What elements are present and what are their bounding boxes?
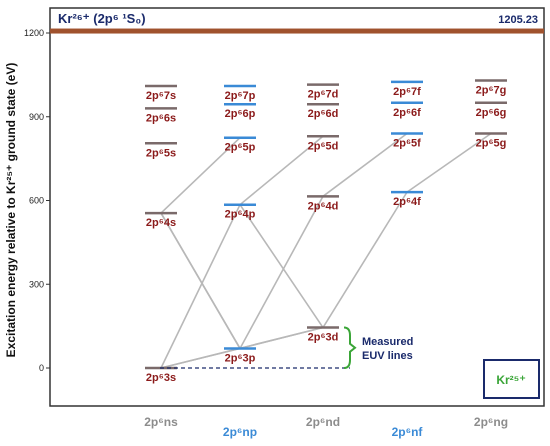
y-axis-ticks: 0 300 600 900 1200 [24,28,50,373]
measured-label-line1: Measured [362,336,413,348]
level-label-5g: 2p⁶5g [476,138,507,150]
level-label-7g: 2p⁶7g [476,84,507,96]
y-tick-label: 1200 [24,28,44,38]
level-label-5s: 2p⁶5s [146,147,176,159]
level-label-5f: 2p⁶5f [393,138,421,150]
column-label-4: 2p⁶ng [474,415,508,429]
measured-label-line2: EUV lines [362,350,413,362]
column-label-1: 2p⁶np [223,425,257,439]
column-label-0: 2p⁶ns [144,415,178,429]
transition-line [239,326,324,350]
level-label-6g: 2p⁶6g [476,107,507,119]
level-label-6d: 2p⁶6d [308,108,339,120]
level-label-7s: 2p⁶7s [146,90,176,102]
ion-box-label: Kr²⁵⁺ [496,373,525,387]
level-label-6p: 2p⁶6p [225,108,256,120]
level-label-7d: 2p⁶7d [308,89,339,101]
y-tick-label: 0 [39,363,44,373]
transition-line [406,132,492,193]
transition-line [322,191,408,328]
ionization-label: Kr²⁶⁺ (2p⁶ ¹S₀) [58,11,146,26]
level-label-5p: 2p⁶5p [225,142,256,154]
levels-layer: 2p⁶3s 2p⁶4s 2p⁶5s 2p⁶6s 2p⁶7s 2p⁶3p 2p⁶4p 2p⁶5p… [145,79,507,384]
y-tick-label: 300 [29,279,44,289]
column-label-2: 2p⁶nd [306,415,340,429]
ionization-band [50,28,544,34]
transition-line [239,204,324,328]
transition-line [160,204,241,369]
y-tick-label: 600 [29,196,44,206]
y-tick-label: 900 [29,112,44,122]
level-label-4d: 2p⁶4d [308,200,339,212]
level-label-5d: 2p⁶5d [308,140,339,152]
measured-bracket [343,326,357,369]
level-label-3p: 2p⁶3p [225,352,256,364]
column-labels: 2p⁶ns 2p⁶np 2p⁶nd 2p⁶nf 2p⁶ng [144,415,508,439]
column-label-3: 2p⁶nf [392,425,424,439]
ionization-value: 1205.23 [498,14,538,26]
transition-line [160,212,241,349]
y-axis-label: Excitation energy relative to Kr²⁵⁺ grou… [4,63,18,358]
plot-frame [49,7,545,407]
level-label-4p: 2p⁶4p [225,209,256,221]
transitions-layer [160,132,492,369]
level-label-6s: 2p⁶6s [146,112,176,124]
level-label-3d: 2p⁶3d [308,332,339,344]
level-label-4f: 2p⁶4f [393,196,421,208]
level-label-4s: 2p⁶4s [146,217,176,229]
level-label-7f: 2p⁶7f [393,86,421,98]
level-label-3s: 2p⁶3s [146,372,176,384]
transition-line [322,132,408,197]
transition-line [239,195,324,349]
transition-line [239,135,324,206]
level-label-7p: 2p⁶7p [225,90,256,102]
transition-line [160,137,241,214]
ion-box [483,359,540,399]
level-label-6f: 2p⁶6f [393,107,421,119]
